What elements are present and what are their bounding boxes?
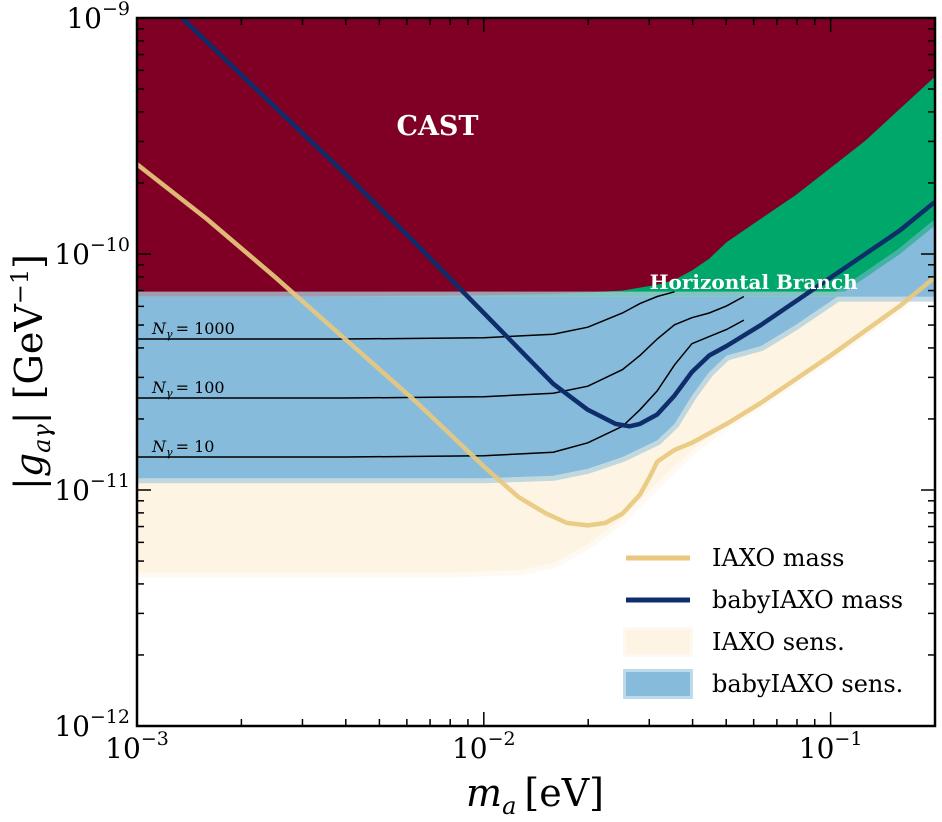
contour-label-3: Nγ = 10 [151,437,214,459]
contour-label-value: = 10 [176,437,215,456]
legend-swatch-4 [623,669,693,699]
y-tick-label-exp: −10 [90,234,130,256]
iaxo-mass-line [137,162,935,528]
babyiaxo-mass-line [180,18,935,429]
contour-label-sub: γ [166,387,173,400]
contour-label-value: = 1000 [176,319,235,338]
contour-label-1: Nγ = 1000 [151,319,235,341]
y-axis-label-close: ] [7,254,51,269]
contour-line-1 [137,291,675,340]
x-axis-label: ma [eV] [466,771,604,820]
cast-region [137,18,935,297]
y-tick-label: 10−12 [54,706,130,743]
x-tick-label-base: 10 [799,732,835,765]
y-axis-label: |gaγ| [GeV−1] [6,254,56,490]
x-tick-label: 10−1 [799,728,863,765]
contour-label-N: N [151,437,167,456]
y-tick-label-exp: −12 [90,706,130,728]
legend-label-2: babyIAXO mass [712,586,903,614]
x-tick-label: 10−2 [452,728,516,765]
horizontal-branch-label: Horizontal Branch [650,270,858,294]
x-axis-label-main: m [466,771,502,815]
contour-line-2 [137,295,745,399]
y-tick-label-base: 10 [54,710,90,743]
y-axis-label-main: |g [7,453,51,490]
x-axis-label-sub: a [502,792,516,820]
y-axis-label-unit: | [GeV [7,304,51,425]
legend-label-3: IAXO sens. [712,628,845,656]
y-tick-label: 10−10 [54,234,130,271]
x-tick-label-exp: −3 [141,728,169,750]
contour-label-N: N [151,319,167,338]
x-tick-label-base: 10 [452,732,488,765]
legend-swatch-3 [623,627,693,657]
y-tick-label-exp: −11 [90,470,130,492]
x-tick-label: 10−3 [105,728,169,765]
contour-line-3 [137,319,745,458]
plot-frame [135,16,937,728]
y-tick-label: 10−11 [54,470,130,507]
y-tick-label-base: 10 [54,238,90,271]
contour-label-sub: γ [166,328,173,341]
contour-label-sub: γ [166,446,173,459]
contour-label-value: = 100 [176,378,225,397]
y-tick-label: 10−9 [66,0,130,35]
y-tick-label-base: 10 [66,2,102,35]
contour-label-2: Nγ = 100 [151,378,225,400]
y-tick-label-exp: −9 [102,0,130,20]
contour-label-N: N [151,378,167,397]
legend-label-1: IAXO mass [712,544,844,572]
x-tick-label-base: 10 [105,732,141,765]
y-tick-label-base: 10 [54,474,90,507]
cast-label: CAST [396,111,478,142]
x-axis-label-unit: [eV] [524,771,604,815]
y-axis-label-exp: −1 [6,269,34,304]
x-tick-label-exp: −2 [488,728,516,750]
legend: IAXO mass babyIAXO mass IAXO sens. babyIAXO… [623,544,903,699]
x-tick-label-exp: −1 [834,728,862,750]
legend-label-4: babyIAXO sens. [712,670,903,698]
y-axis-label-sub: aγ [28,424,56,453]
